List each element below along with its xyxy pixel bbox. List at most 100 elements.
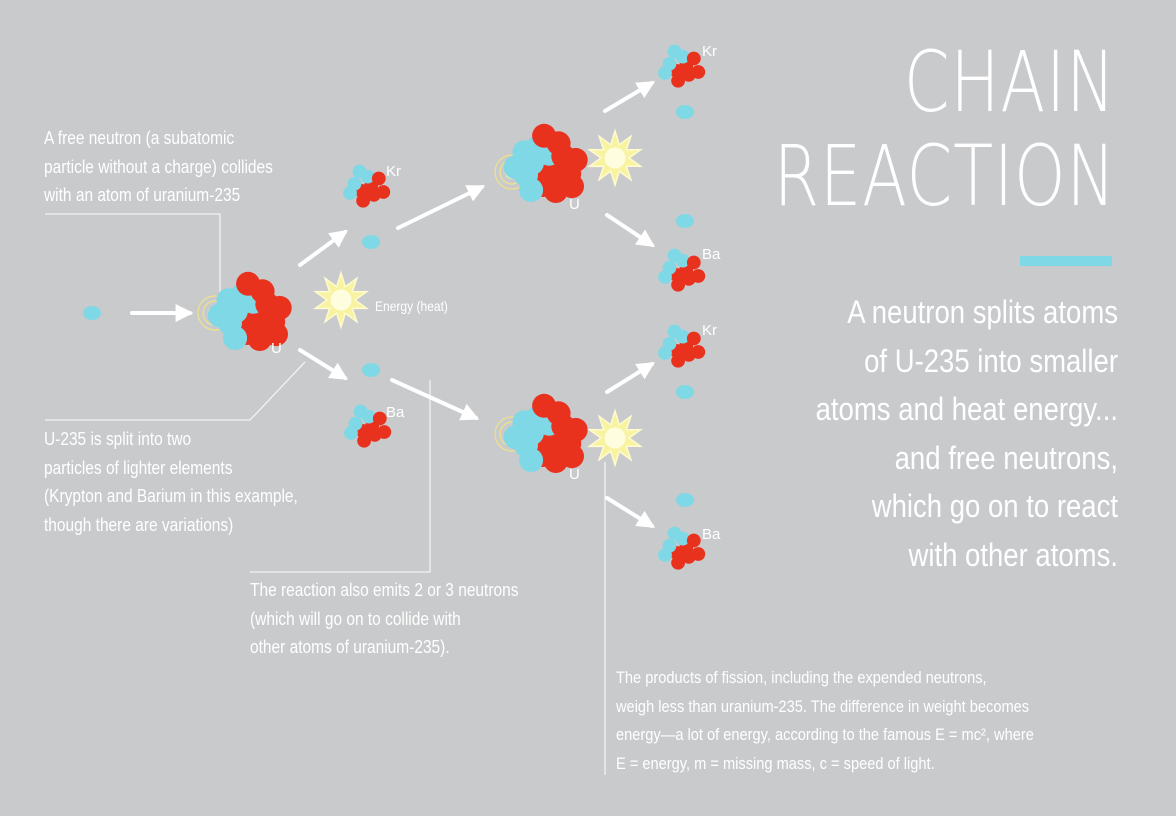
uranium-label: U (569, 466, 580, 483)
note-line: weigh less than uranium-235. The differe… (616, 696, 1030, 716)
subtitle-line: of U-235 into smaller (864, 342, 1118, 379)
subtitle-line: which go on to react (871, 488, 1118, 524)
uranium-nucleus-bottom (494, 393, 588, 473)
arrow-to-u-bottom (390, 378, 480, 421)
page-title-line-2: REACTION (773, 127, 1116, 225)
uranium-nucleus-main (197, 271, 292, 351)
neutron-particle (344, 426, 358, 440)
neutron-particle (667, 44, 682, 59)
neutron-particle (667, 248, 682, 263)
subtitle: A neutron splits atoms of U-235 into sma… (671, 288, 1118, 579)
note-line: energy—a lot of energy, according to the… (616, 725, 1034, 744)
note-line: particle without a charge) collides (44, 156, 273, 177)
proton (356, 193, 370, 208)
leader-line-split (45, 361, 306, 421)
krypton-label: Kr (386, 163, 401, 180)
neutron-particle (503, 155, 528, 180)
note-line: U-235 is split into two (44, 429, 192, 449)
neutron-particle (658, 346, 672, 360)
proton (671, 73, 685, 88)
barium-label: Ba (702, 246, 721, 263)
proton (532, 123, 557, 148)
note-line: The reaction also emits 2 or 3 neutrons (250, 580, 519, 600)
arrow-to-kr-top (603, 81, 656, 113)
subtitle-line: A neutron splits atoms (847, 294, 1118, 330)
proton (563, 417, 588, 442)
arrow-to-u-top (396, 185, 486, 230)
proton (372, 411, 387, 426)
energy-burst-icon (312, 270, 370, 330)
neutron-particle (658, 548, 672, 562)
subtitle-line: atoms and heat energy... (815, 391, 1118, 427)
proton (671, 277, 685, 292)
krypton-nucleus-1 (343, 164, 391, 208)
neutron-particle (667, 526, 682, 541)
proton (691, 269, 706, 283)
proton (532, 393, 557, 418)
neutron-particle (667, 324, 682, 339)
proton (376, 185, 391, 199)
energy-burst-icon (586, 408, 644, 468)
leader-line-free-neutron (45, 213, 221, 295)
neutron-particle (343, 186, 357, 200)
arrow-to-ba-1 (298, 348, 349, 380)
neutron-incoming (83, 306, 101, 320)
subtitle-line: with other atoms. (908, 536, 1118, 573)
proton (357, 433, 371, 448)
krypton-nucleus-3 (658, 324, 706, 368)
proton (686, 533, 701, 548)
note-emits-neutrons: The reaction also emits 2 or 3 neutrons … (250, 576, 518, 662)
note-line: E = energy, m = missing mass, c = speed … (616, 753, 935, 773)
note-line: with an atom of uranium-235 (44, 185, 241, 205)
neutron-particle (352, 164, 367, 179)
proton (686, 51, 701, 66)
neutron-1a (362, 235, 380, 249)
note-fission-products: The products of fission, including the e… (616, 664, 1034, 778)
neutron-particle (207, 303, 232, 328)
proton (671, 555, 685, 570)
note-line: though there are variations) (44, 514, 234, 535)
neutron-particle (658, 66, 672, 80)
proton (560, 174, 584, 199)
note-line: (which will go on to collide with (250, 608, 461, 629)
proton (691, 345, 706, 359)
barium-label: Ba (702, 526, 721, 543)
leader-line-emits (250, 380, 431, 573)
proton (686, 255, 701, 270)
neutron-particle (223, 326, 248, 351)
barium-nucleus-1 (344, 404, 392, 448)
arrow-to-kr-bottom (605, 362, 656, 394)
page-title-line-1: CHAIN (903, 33, 1116, 131)
note-line: (Krypton and Barium in this example, (44, 486, 298, 506)
neutron-particle (353, 404, 368, 419)
neutron-2b (676, 214, 694, 228)
proton (264, 322, 288, 347)
arrow-to-kr-1 (298, 229, 348, 267)
neutron-particle (503, 425, 528, 450)
subtitle-line: and free neutrons, (894, 439, 1118, 476)
note-line: particles of lighter elements (44, 457, 233, 478)
proton (560, 444, 584, 469)
proton (686, 331, 701, 346)
arrow-to-ba-bottom (605, 496, 656, 528)
neutron-2c (676, 385, 694, 399)
note-line: other atoms of uranium-235). (250, 637, 450, 657)
krypton-nucleus-2 (658, 44, 706, 88)
krypton-label: Kr (702, 322, 717, 339)
neutron-2d (676, 493, 694, 507)
proton (691, 65, 706, 79)
uranium-label: U (271, 340, 282, 357)
proton (371, 171, 386, 186)
neutron-1b (362, 363, 380, 377)
accent-bar (1020, 256, 1112, 266)
note-split: U-235 is split into two particles of lig… (44, 425, 298, 539)
neutron-2a (676, 105, 694, 119)
arrow-to-ba-top (605, 213, 655, 247)
proton (671, 353, 685, 368)
note-line: The products of fission, including the e… (616, 668, 987, 687)
proton (377, 425, 392, 439)
proton (236, 271, 261, 296)
energy-burst-icon (586, 128, 644, 188)
